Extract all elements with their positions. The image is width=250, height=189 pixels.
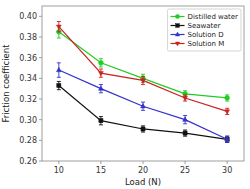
x-tick-label: 20 (138, 166, 148, 175)
error-bar (141, 76, 145, 84)
y-tick (39, 99, 42, 100)
error-bar (225, 108, 229, 114)
y-tick-label: 0.36 (19, 54, 37, 63)
y-tick-label: 0.34 (19, 74, 37, 83)
y-tick (39, 16, 42, 17)
error-bar (225, 136, 229, 142)
legend-marker (175, 32, 179, 36)
data-point (56, 25, 61, 29)
legend-item: Solution M (171, 40, 225, 48)
data-point (225, 137, 229, 141)
series (56, 26, 229, 101)
y-tick-label: 0.28 (19, 136, 37, 145)
data-point (56, 67, 61, 71)
y-tick (39, 78, 42, 79)
error-bar (99, 117, 103, 125)
error-bar (141, 126, 145, 132)
y-tick-label: 0.30 (19, 116, 37, 125)
legend-frame (168, 9, 241, 51)
series-line (59, 32, 227, 98)
legend-marker (175, 14, 179, 18)
plot-data (56, 22, 229, 143)
legend-marker (175, 42, 179, 46)
error-bar (99, 69, 103, 77)
y-tick-label: 0.26 (19, 157, 37, 166)
x-tick (185, 161, 186, 164)
data-point (57, 84, 61, 88)
error-bar (99, 85, 103, 93)
y-tick-label: 0.38 (19, 33, 37, 42)
x-tick-label: 30 (222, 166, 232, 175)
plot-frame (42, 6, 244, 161)
data-point (183, 96, 188, 100)
error-bar (57, 63, 61, 77)
series (56, 22, 229, 115)
data-point (141, 127, 145, 131)
error-bar (57, 81, 61, 89)
legend-marker (176, 24, 180, 28)
y-tick (39, 140, 42, 141)
y-tick-label: 0.32 (19, 95, 37, 104)
chart: 0.26 0.28 0.30 0.32 0.34 0.36 0.38 0.40 10 15 20 25… (0, 0, 250, 189)
x-tick-label: 25 (180, 166, 190, 175)
legend-label: Seawater (188, 22, 221, 30)
error-bar (141, 102, 145, 110)
legend-item: Solution D (171, 31, 224, 39)
x-tick-label: 15 (96, 166, 106, 175)
legend-label: Solution D (188, 31, 224, 39)
y-tick (39, 57, 42, 58)
series-line (59, 70, 227, 139)
data-point (99, 86, 104, 90)
legend-item: Seawater (171, 22, 221, 30)
series (56, 63, 229, 143)
error-bar (225, 95, 229, 101)
legend-label: Distilled water (188, 13, 239, 21)
x-tick (58, 161, 59, 164)
error-bar (225, 136, 229, 142)
error-bar (183, 116, 187, 124)
legend-item: Distilled water (171, 13, 239, 21)
y-axis-label: Friction coefficient (1, 44, 11, 123)
y-tick (39, 119, 42, 120)
y-tick (39, 161, 42, 162)
error-bar (99, 59, 103, 67)
x-tick (227, 161, 228, 164)
legend-label: Solution M (188, 40, 225, 48)
series-line (59, 86, 227, 140)
data-point (225, 110, 230, 114)
x-tick (143, 161, 144, 164)
data-point (99, 71, 104, 75)
series (57, 81, 229, 142)
y-tick-label: 0.40 (19, 12, 37, 21)
data-point (141, 79, 146, 83)
y-tick (39, 37, 42, 38)
series-line (59, 27, 227, 112)
error-bar (57, 22, 61, 32)
data-point (225, 96, 230, 101)
data-point (183, 117, 188, 121)
error-bar (183, 95, 187, 101)
data-point (99, 119, 103, 123)
x-axis-label: Load (N) (125, 177, 161, 187)
legend: Distilled waterSeawaterSolution DSolutio… (168, 9, 241, 51)
data-point (183, 131, 187, 135)
data-point (99, 60, 104, 65)
data-point (141, 103, 146, 107)
x-tick (100, 161, 101, 164)
data-point (225, 137, 230, 141)
x-tick-label: 10 (54, 166, 64, 175)
error-bar (183, 130, 187, 136)
